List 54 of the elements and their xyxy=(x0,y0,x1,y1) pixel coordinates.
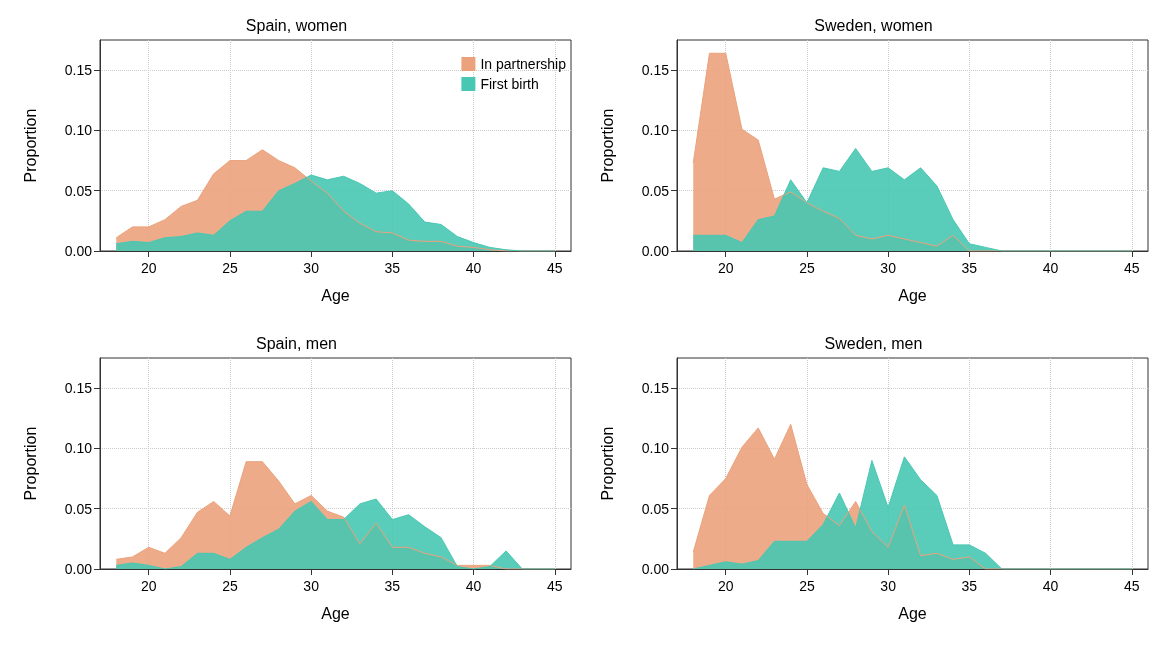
y-axis-title: Proportion xyxy=(21,108,39,183)
y-axis-title: Proportion xyxy=(598,108,616,183)
y-tick-label: 0.15 xyxy=(64,380,93,397)
y-tick-label: 0.15 xyxy=(64,62,93,79)
y-tick-label: 0.10 xyxy=(64,440,93,457)
y-tick-label: 0.10 xyxy=(64,122,93,139)
y-tick-label: 0.05 xyxy=(64,500,93,517)
x-tick-label: 25 xyxy=(799,578,815,594)
y-tick-label: 0.15 xyxy=(641,380,670,397)
x-axis-title: Age xyxy=(898,604,927,622)
legend-label: In partnership xyxy=(480,56,567,72)
y-axis-title: Proportion xyxy=(21,426,39,501)
y-axis-title: Proportion xyxy=(598,426,616,501)
x-tick-label: 45 xyxy=(546,260,563,276)
y-tick-label: 0.00 xyxy=(641,561,670,577)
x-tick-label: 20 xyxy=(717,260,734,276)
x-tick-label: 35 xyxy=(961,578,978,594)
x-axis-title: Age xyxy=(321,604,350,622)
y-tick-label: 0.00 xyxy=(641,243,670,259)
x-tick-label: 20 xyxy=(717,578,734,594)
x-tick-label: 40 xyxy=(465,578,482,594)
y-tick-label: 0.05 xyxy=(64,182,93,199)
x-tick-label: 30 xyxy=(303,260,320,276)
y-tick-label: 0.15 xyxy=(641,62,670,79)
chart-title: Sweden, men xyxy=(824,334,923,352)
chart-title: Spain, women xyxy=(245,16,348,34)
x-tick-label: 45 xyxy=(1123,578,1140,594)
x-tick-label: 30 xyxy=(880,578,897,594)
x-tick-label: 40 xyxy=(1042,578,1059,594)
x-tick-label: 30 xyxy=(303,578,320,594)
x-tick-label: 20 xyxy=(140,260,157,276)
x-tick-label: 25 xyxy=(799,260,815,276)
x-axis-title: Age xyxy=(898,286,927,304)
x-tick-label: 25 xyxy=(222,578,238,594)
x-tick-label: 45 xyxy=(546,578,563,594)
x-tick-label: 45 xyxy=(1123,260,1140,276)
x-tick-label: 40 xyxy=(465,260,482,276)
x-tick-label: 35 xyxy=(961,260,978,276)
y-tick-label: 0.00 xyxy=(64,243,93,259)
x-tick-label: 35 xyxy=(384,578,401,594)
legend-label: First birth xyxy=(480,76,539,92)
y-tick-label: 0.00 xyxy=(64,561,93,577)
y-tick-label: 0.10 xyxy=(641,440,670,457)
x-tick-label: 30 xyxy=(880,260,897,276)
x-tick-label: 40 xyxy=(1042,260,1059,276)
x-tick-label: 25 xyxy=(222,260,238,276)
x-tick-label: 35 xyxy=(384,260,401,276)
chart-title: Spain, men xyxy=(256,334,337,352)
x-axis-title: Age xyxy=(321,286,350,304)
y-tick-label: 0.10 xyxy=(641,122,670,139)
chart-title: Sweden, women xyxy=(814,16,933,34)
y-tick-label: 0.05 xyxy=(641,500,670,517)
x-tick-label: 20 xyxy=(140,578,157,594)
y-tick-label: 0.05 xyxy=(641,182,670,199)
